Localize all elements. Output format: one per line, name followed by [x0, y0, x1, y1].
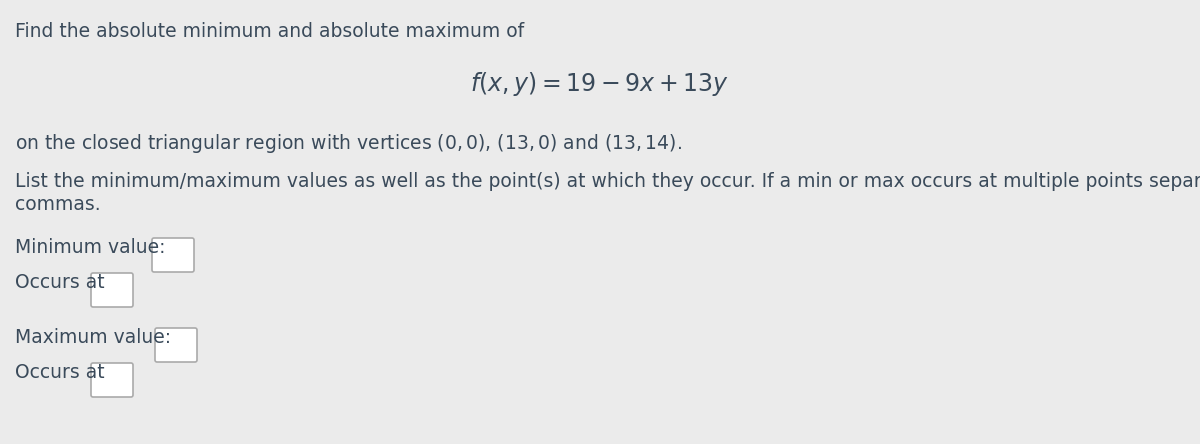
FancyBboxPatch shape — [91, 273, 133, 307]
Text: List the minimum/maximum values as well as the point(s) at which they occur. If : List the minimum/maximum values as well … — [14, 172, 1200, 191]
Text: Minimum value:: Minimum value: — [14, 238, 166, 257]
Text: Occurs at: Occurs at — [14, 363, 104, 382]
Text: $f(x, y) = 19 - 9x + 13y$: $f(x, y) = 19 - 9x + 13y$ — [470, 70, 730, 98]
Text: Maximum value:: Maximum value: — [14, 328, 172, 347]
Text: on the closed triangular region with vertices $(0, 0)$, $(13, 0)$ and $(13, 14)$: on the closed triangular region with ver… — [14, 132, 682, 155]
Text: commas.: commas. — [14, 195, 101, 214]
FancyBboxPatch shape — [152, 238, 194, 272]
Text: Occurs at: Occurs at — [14, 273, 104, 292]
Text: Find the absolute minimum and absolute maximum of: Find the absolute minimum and absolute m… — [14, 22, 524, 41]
FancyBboxPatch shape — [91, 363, 133, 397]
FancyBboxPatch shape — [155, 328, 197, 362]
